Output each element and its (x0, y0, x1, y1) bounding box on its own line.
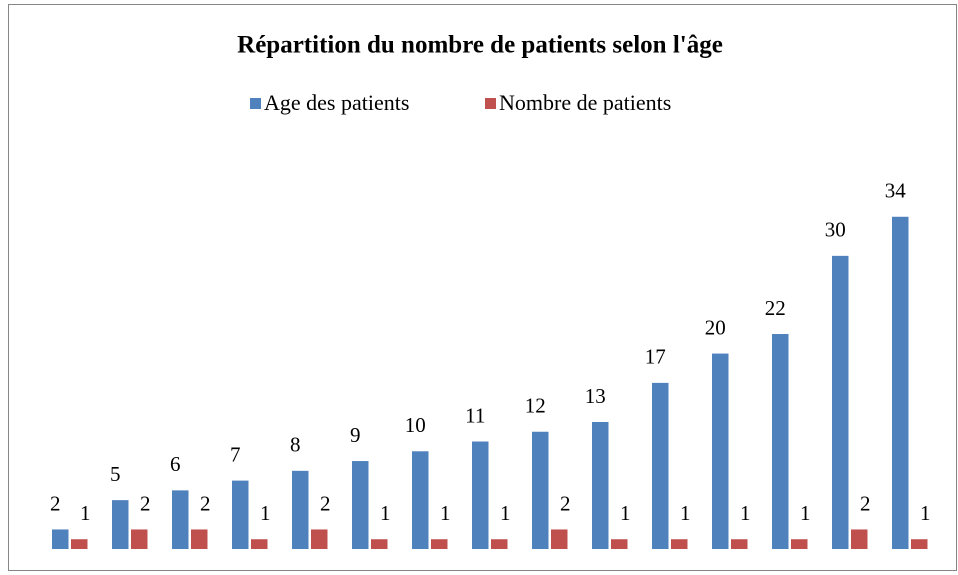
chart-title: Répartition du nombre de patients selon … (237, 32, 723, 59)
data-label: 8 (290, 433, 301, 457)
data-label: 7 (230, 442, 241, 466)
data-label: 20 (705, 315, 726, 339)
bar (851, 529, 868, 549)
data-label: 1 (920, 501, 931, 525)
data-label: 34 (885, 179, 907, 203)
bar (251, 539, 268, 549)
data-label: 2 (200, 491, 211, 515)
bar (412, 451, 429, 549)
bar (491, 539, 508, 549)
data-label: 6 (170, 452, 181, 476)
bar (671, 539, 688, 549)
bar (611, 539, 628, 549)
bar (892, 216, 909, 549)
data-label: 30 (825, 218, 846, 242)
bar (532, 431, 549, 549)
data-label: 2 (560, 491, 571, 515)
bar (292, 470, 309, 549)
data-label: 13 (585, 384, 606, 408)
data-label: 2 (50, 491, 61, 515)
bar (772, 334, 789, 549)
data-label: 11 (465, 403, 485, 427)
bar (431, 539, 448, 549)
data-label: 1 (380, 501, 391, 525)
bar (232, 480, 249, 549)
data-label: 1 (680, 501, 691, 525)
data-label: 2 (860, 491, 871, 515)
data-label: 1 (740, 501, 751, 525)
data-label: 1 (620, 501, 631, 525)
data-label: 2 (320, 491, 331, 515)
legend-swatch (485, 98, 496, 109)
data-label: 1 (500, 501, 511, 525)
bar (712, 353, 729, 549)
bar (371, 539, 388, 549)
data-label: 9 (350, 423, 361, 447)
bar (71, 539, 88, 549)
data-label: 10 (405, 413, 426, 437)
bar (311, 529, 328, 549)
data-label: 1 (80, 501, 91, 525)
legend-swatch (250, 98, 261, 109)
bar (832, 255, 849, 549)
bar (652, 382, 669, 549)
bar (131, 529, 148, 549)
bar (52, 529, 69, 549)
bar (472, 441, 489, 549)
legend-label: Age des patients (264, 90, 409, 115)
bar (172, 490, 189, 549)
bar (791, 539, 808, 549)
data-label: 12 (525, 394, 546, 418)
bar (112, 500, 129, 549)
bar (352, 461, 369, 549)
bar (731, 539, 748, 549)
bar (191, 529, 208, 549)
data-label: 5 (110, 462, 121, 486)
data-label: 2 (140, 491, 151, 515)
data-label: 1 (440, 501, 451, 525)
bar (592, 421, 609, 549)
bar (911, 539, 928, 549)
legend-label: Nombre de patients (499, 90, 671, 115)
data-label: 1 (800, 501, 811, 525)
data-label: 1 (260, 501, 271, 525)
data-label: 22 (765, 296, 786, 320)
bar (551, 529, 568, 549)
data-label: 17 (645, 345, 666, 369)
